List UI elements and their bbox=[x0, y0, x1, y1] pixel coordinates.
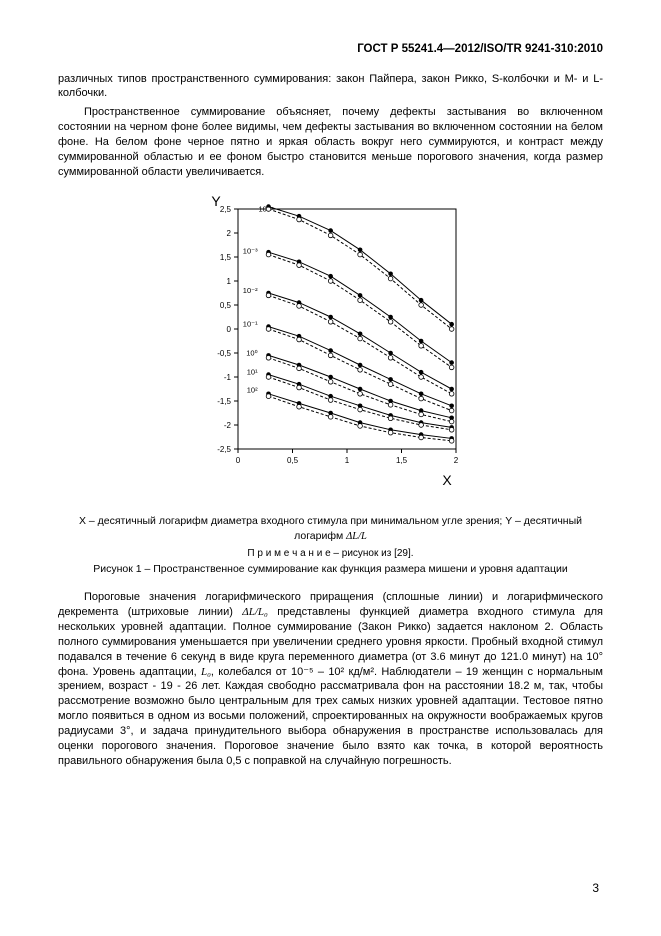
svg-text:0,5: 0,5 bbox=[286, 456, 298, 465]
svg-text:1: 1 bbox=[226, 277, 231, 286]
paragraph-2: Пространственное суммирование объясняет,… bbox=[58, 105, 603, 179]
svg-text:-2,5: -2,5 bbox=[217, 445, 231, 454]
svg-text:0,5: 0,5 bbox=[219, 301, 231, 310]
para3-math1: ΔL/L₀ bbox=[242, 606, 268, 618]
svg-text:-1,5: -1,5 bbox=[217, 397, 231, 406]
document-page: ГОСТ Р 55241.4—2012/ISO/TR 9241-310:2010… bbox=[0, 0, 661, 936]
svg-text:X: X bbox=[442, 472, 452, 488]
paragraph-1: различных типов пространственного суммир… bbox=[58, 72, 603, 102]
svg-text:10⁻²: 10⁻² bbox=[242, 286, 257, 295]
page-number: 3 bbox=[592, 880, 599, 896]
svg-text:1,5: 1,5 bbox=[395, 456, 407, 465]
svg-text:Y: Y bbox=[211, 193, 221, 209]
svg-text:1: 1 bbox=[344, 456, 349, 465]
svg-text:10¹: 10¹ bbox=[246, 368, 257, 377]
svg-text:-1: -1 bbox=[223, 373, 231, 382]
svg-text:1,5: 1,5 bbox=[219, 253, 231, 262]
figure-axis-caption: X – десятичный логарифм диаметра входног… bbox=[58, 514, 603, 544]
svg-text:10²: 10² bbox=[246, 386, 257, 395]
axis-caption-math: ΔL/L bbox=[346, 531, 367, 542]
svg-text:2: 2 bbox=[226, 229, 231, 238]
paragraph-3: Пороговые значения логарифмического прир… bbox=[58, 590, 603, 768]
page-header-standard-code: ГОСТ Р 55241.4—2012/ISO/TR 9241-310:2010 bbox=[58, 42, 603, 58]
svg-text:2,5: 2,5 bbox=[219, 205, 231, 214]
figure-1-chart: 0 0,5 1 1,5 2 -2,5 -2 -1,5 -1 -0,5 0 0,5 1 1,5 2 2,5 X Y 1… bbox=[196, 191, 466, 496]
svg-text:10⁰: 10⁰ bbox=[246, 349, 257, 358]
svg-text:10⁻⁴: 10⁻⁴ bbox=[258, 205, 274, 214]
svg-text:-2: -2 bbox=[223, 421, 231, 430]
svg-text:10⁻³: 10⁻³ bbox=[242, 247, 257, 256]
svg-text:0: 0 bbox=[226, 325, 231, 334]
para3-math2: L₀ bbox=[201, 666, 211, 678]
svg-text:-0,5: -0,5 bbox=[217, 349, 231, 358]
svg-text:2: 2 bbox=[453, 456, 458, 465]
para3-part-c: , колебался от 10⁻⁵ – 10² кд/м². Наблюда… bbox=[58, 666, 603, 767]
figure-note: П р и м е ч а н и е – рисунок из [29]. bbox=[58, 547, 603, 561]
svg-text:0: 0 bbox=[235, 456, 240, 465]
axis-caption-text: X – десятичный логарифм диаметра входног… bbox=[79, 515, 582, 542]
figure-caption: Рисунок 1 – Пространственное суммировани… bbox=[58, 562, 603, 576]
svg-text:10⁻¹: 10⁻¹ bbox=[242, 320, 257, 329]
